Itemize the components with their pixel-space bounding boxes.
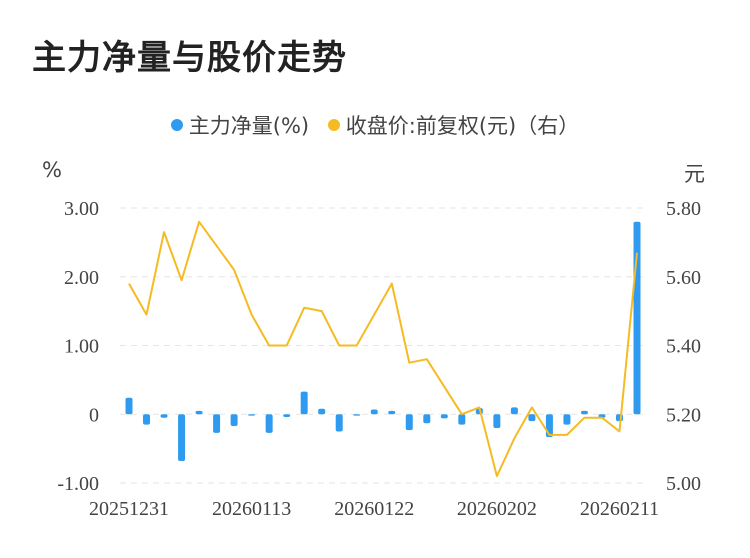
legend-item-close-price[interactable]: 收盘价:前复权(元)（右）	[327, 110, 580, 140]
bar-net-volume	[405, 414, 413, 431]
legend-label-net-volume: 主力净量(%)	[188, 114, 310, 138]
bar-net-volume	[458, 414, 466, 425]
bar-net-volume	[388, 410, 396, 415]
bar-net-volume	[213, 414, 221, 433]
bar-net-volume	[248, 414, 256, 416]
right-axis-unit: 元	[684, 162, 705, 186]
bar-net-volume	[125, 397, 133, 415]
bar-net-volume	[178, 414, 186, 461]
bar-net-volume	[440, 414, 448, 419]
right-axis-tick-label: 5.00	[666, 473, 701, 495]
legend-label-close-price: 收盘价:前复权(元)（右）	[345, 114, 580, 138]
bar-net-volume	[633, 221, 641, 415]
bar-net-volume	[580, 410, 588, 415]
x-axis-tick-label: 20260211	[580, 498, 659, 520]
chart-title: 主力净量与股价走势	[32, 38, 347, 78]
chart-legend: 主力净量(%) 收盘价:前复权(元)（右）	[0, 110, 750, 140]
bar-net-volume	[195, 410, 203, 415]
left-axis-tick-label: 0	[89, 404, 99, 426]
bar-net-volume	[283, 414, 291, 417]
left-axis-tick-label: 2.00	[64, 267, 99, 289]
right-axis-tick-label: 5.40	[666, 336, 701, 358]
bar-net-volume	[528, 414, 536, 422]
bar-net-volume	[300, 391, 308, 415]
right-axis-tick-label: 5.80	[666, 198, 701, 220]
legend-dot-close-price	[327, 119, 340, 131]
bar-net-volume	[265, 414, 273, 433]
bar-net-volume	[510, 407, 518, 415]
bar-net-volume	[370, 409, 378, 415]
bar-net-volume	[493, 414, 501, 428]
bar-net-volume	[230, 414, 238, 426]
bar-net-volume	[423, 414, 431, 424]
bar-net-volume	[335, 414, 343, 432]
left-axis-tick-label: 3.00	[64, 198, 99, 220]
bar-net-volume	[143, 414, 151, 425]
bar-net-volume	[353, 414, 361, 416]
left-axis-tick-label: -1.00	[57, 473, 99, 495]
left-axis-tick-label: 1.00	[64, 336, 99, 358]
right-axis-tick-label: 5.20	[666, 404, 701, 426]
line-close-price	[128, 220, 638, 478]
bar-net-volume	[563, 414, 571, 425]
bar-net-volume	[160, 414, 168, 418]
x-axis-tick-label: 20260202	[457, 498, 537, 520]
x-axis-tick-label: 20260113	[212, 498, 291, 520]
legend-item-net-volume[interactable]: 主力净量(%)	[170, 110, 310, 140]
x-axis-tick-label: 20260122	[334, 498, 414, 520]
left-axis-unit: %	[42, 158, 62, 182]
legend-dot-net-volume	[170, 119, 183, 131]
x-axis-tick-label: 20251231	[89, 498, 169, 520]
right-axis-tick-label: 5.60	[666, 267, 701, 289]
bar-net-volume	[318, 408, 326, 415]
